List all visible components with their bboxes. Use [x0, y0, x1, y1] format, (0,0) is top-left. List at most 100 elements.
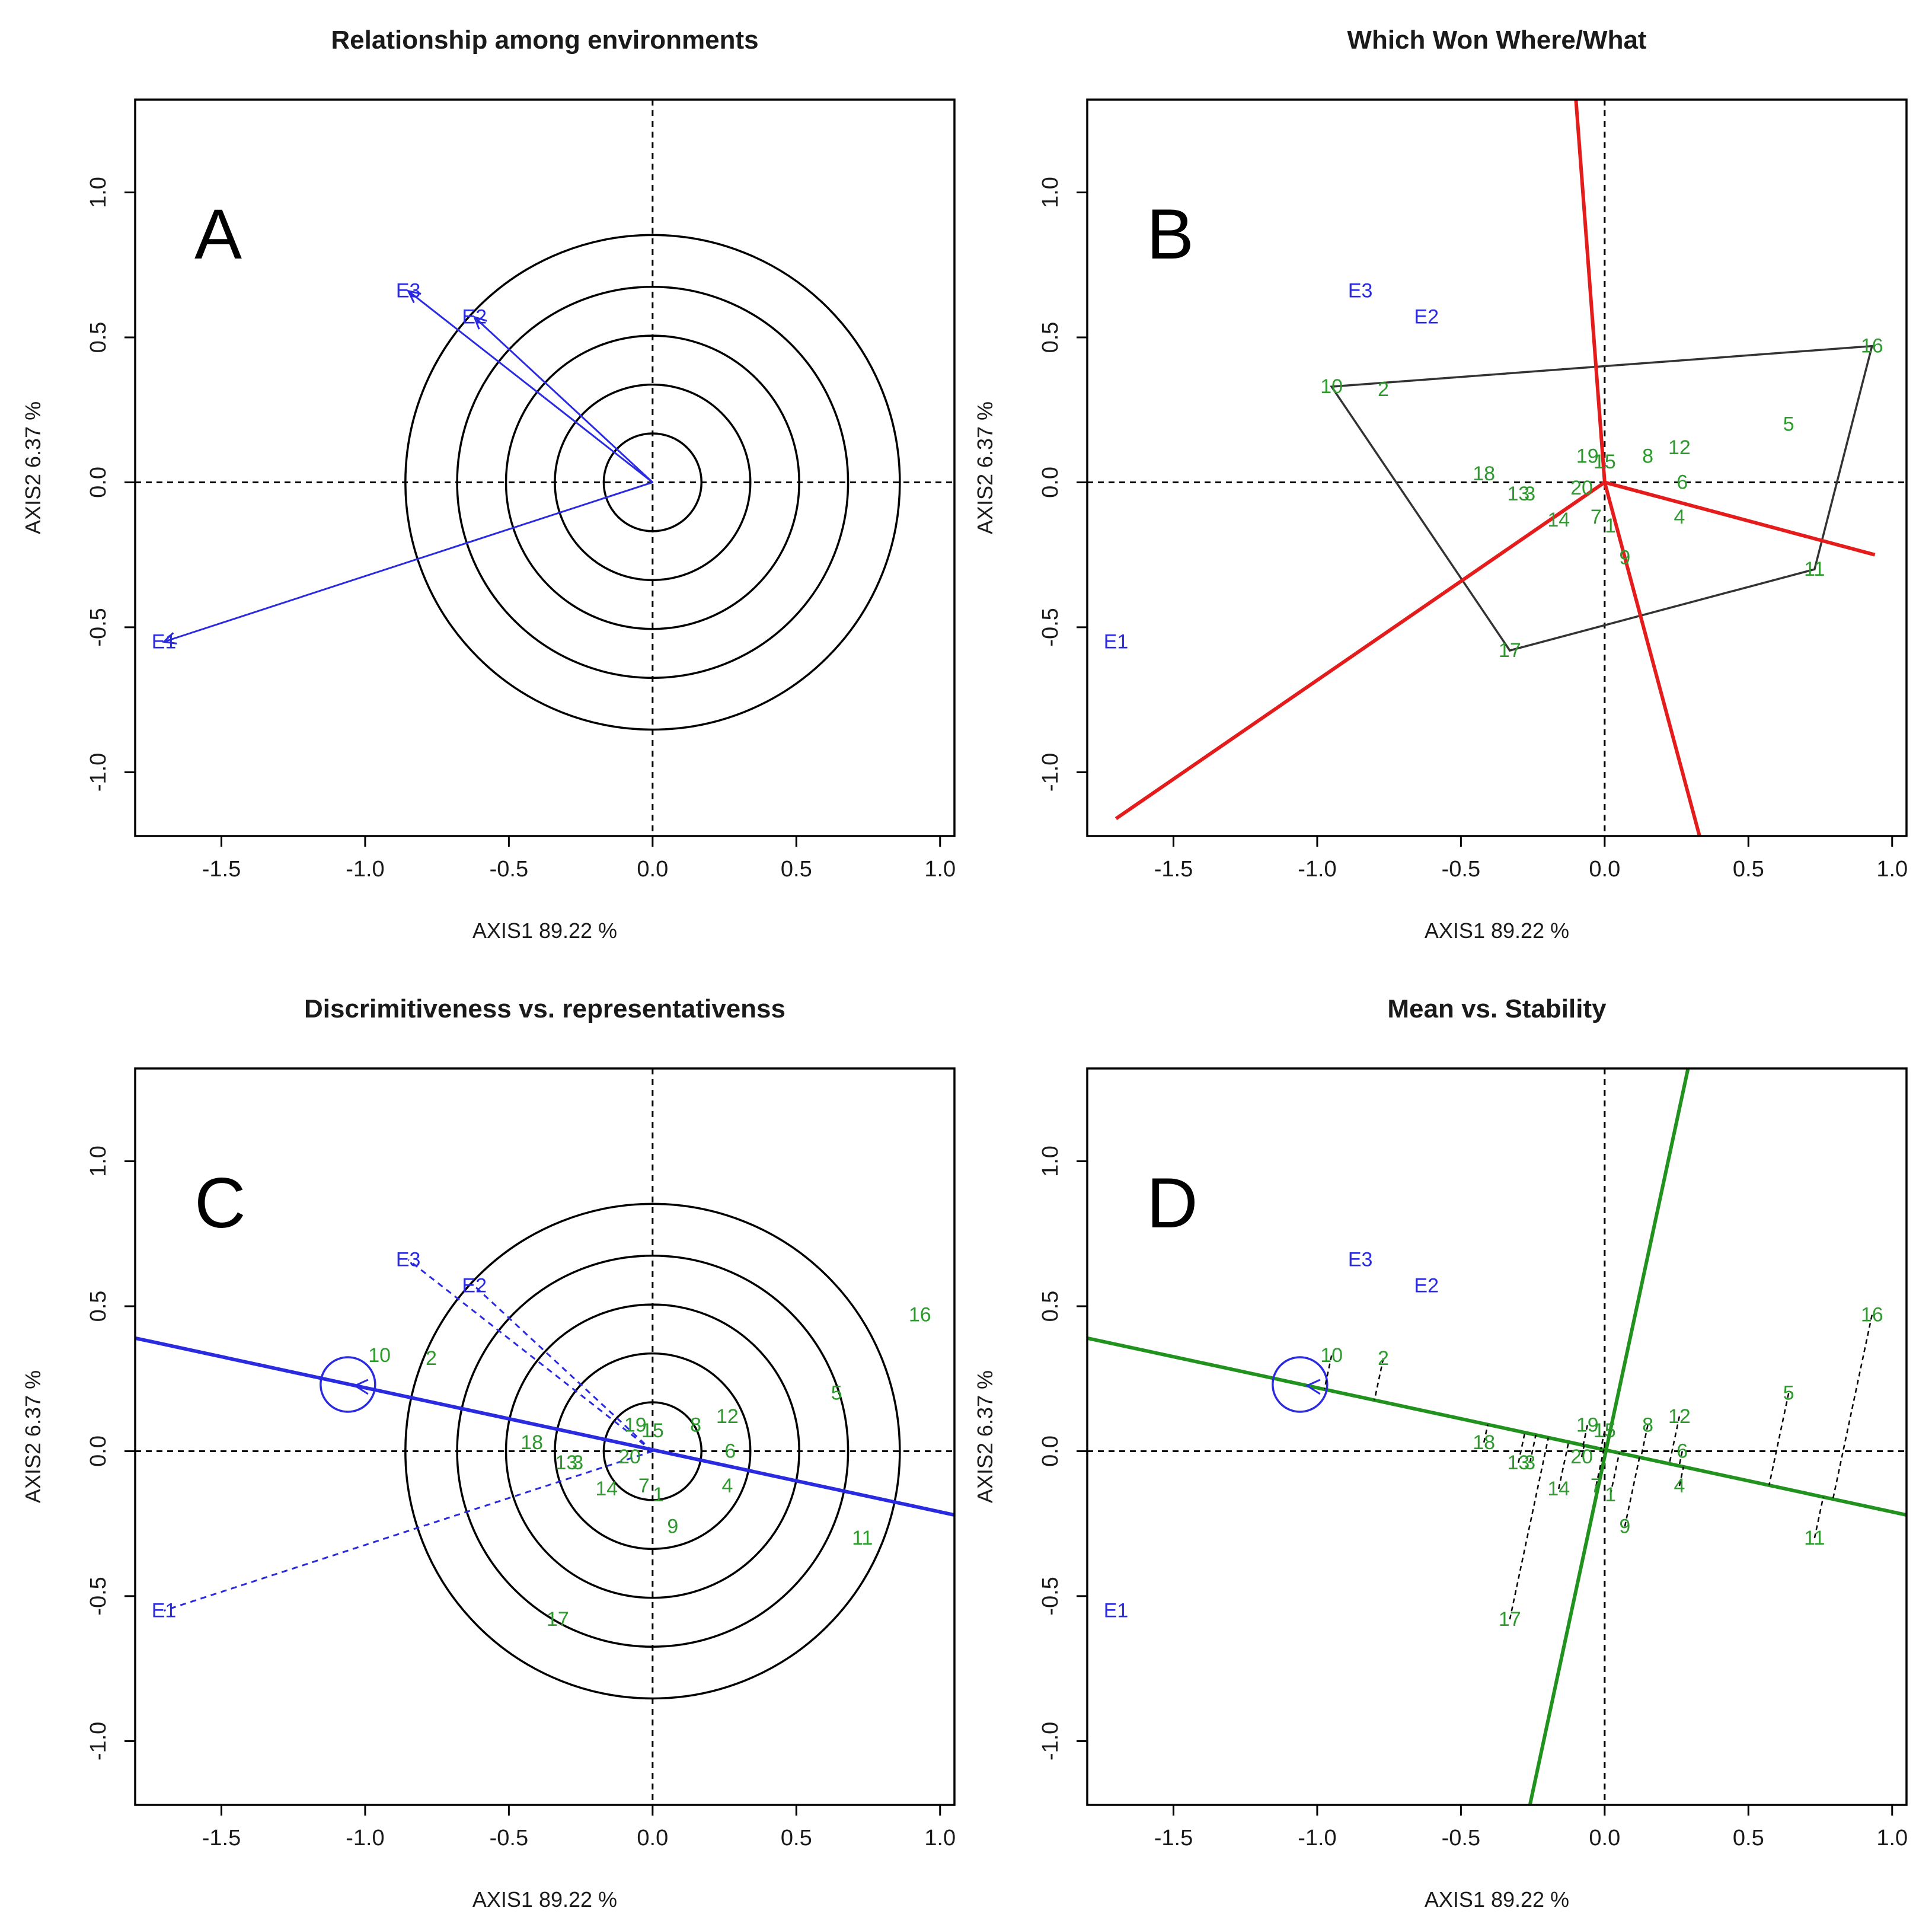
genotype-label: 8	[1642, 445, 1653, 467]
x-tick-label: 1.0	[1876, 1826, 1908, 1851]
genotype-label: 13	[555, 1452, 577, 1474]
projection-line	[1509, 1437, 1550, 1620]
projection-line	[1529, 1434, 1537, 1463]
average-environment-arrow	[1305, 1379, 1321, 1395]
genotype-label: 2	[426, 1347, 437, 1370]
y-tick-label: -0.5	[1038, 1577, 1063, 1615]
x-tick-label: -1.0	[1298, 857, 1336, 882]
projection-line	[1678, 1466, 1684, 1486]
projection-line	[1624, 1457, 1640, 1527]
genotype-label: 10	[1320, 1344, 1343, 1367]
genotype-label: 4	[721, 1475, 733, 1497]
x-tick-label: 0.5	[1733, 1826, 1764, 1851]
x-tick-label: 0.0	[637, 1826, 668, 1851]
genotype-label: 20	[1570, 1446, 1593, 1468]
ate-ordinate-line	[1528, 1068, 1690, 1805]
x-tick-label: -0.5	[1442, 1826, 1480, 1851]
genotype-label: 16	[1861, 1304, 1883, 1326]
concentric-circle	[504, 334, 800, 630]
environment-vector	[407, 290, 653, 483]
environment-vector-dashed	[164, 1450, 653, 1612]
genotype-label: 19	[624, 1414, 647, 1436]
x-axis-title: AXIS1 89.22 %	[472, 918, 617, 943]
x-tick-label: 1.0	[924, 857, 956, 882]
y-tick-label: -1.0	[86, 753, 111, 792]
x-tick-label: -1.0	[1298, 1826, 1336, 1851]
y-tick-label: -1.0	[1038, 1722, 1063, 1760]
panel-letter: B	[1147, 194, 1194, 274]
y-tick-label: 0.5	[1038, 1291, 1063, 1322]
y-axis-title: AXIS2 6.37 %	[973, 401, 997, 534]
genotype-label: 1	[1605, 1484, 1616, 1506]
x-tick-label: 1.0	[924, 1826, 956, 1851]
y-axis-title: AXIS2 6.37 %	[21, 401, 45, 534]
panel-a: Relationship among environments AXIS1 89.…	[21, 25, 956, 943]
genotype-label: 19	[1576, 1414, 1599, 1436]
projection-line	[1640, 1425, 1649, 1458]
projection-line	[1610, 1453, 1620, 1495]
environment-label: E1	[1104, 1599, 1129, 1622]
panel-letter: D	[1147, 1163, 1198, 1243]
genotype-label: 15	[1593, 1419, 1616, 1442]
projection-line	[1768, 1393, 1790, 1486]
genotype-label: 15	[1593, 451, 1616, 473]
panel-title: Discrimitiveness vs. representativenss	[304, 994, 785, 1023]
genotype-label: 3	[1524, 483, 1535, 505]
x-tick-label: -1.5	[1154, 1826, 1193, 1851]
genotype-label: 9	[1619, 547, 1630, 569]
projection-line	[1678, 1451, 1683, 1466]
plot-frame	[134, 98, 956, 837]
concentric-circle	[554, 1352, 752, 1551]
x-tick-label: -1.5	[1154, 857, 1193, 882]
x-tick-label: 0.5	[1733, 857, 1764, 882]
y-tick-label: 0.5	[86, 322, 111, 353]
environment-label: E3	[1348, 280, 1373, 302]
environment-label: E2	[1414, 306, 1439, 328]
environment-label: E1	[152, 630, 177, 653]
environment-label: E1	[1104, 630, 1129, 653]
genotype-label: 7	[638, 1475, 650, 1497]
concentric-circle	[456, 1254, 850, 1648]
y-tick-label: 0.0	[86, 467, 111, 498]
genotype-label: 16	[909, 1304, 931, 1326]
vector-arrowhead	[162, 632, 177, 645]
projection-line	[1832, 1315, 1873, 1500]
genotype-label: 17	[1499, 639, 1521, 662]
genotype-label: 18	[1473, 1431, 1495, 1454]
panels-container: Relationship among environments AXIS1 89.…	[21, 25, 1908, 1912]
sector-ray	[1115, 480, 1606, 821]
concentric-circle	[404, 234, 901, 731]
sector-ray	[1604, 480, 1876, 557]
x-tick-label: 0.0	[637, 857, 668, 882]
genotype-label: 5	[831, 1382, 842, 1405]
panel-c: Discrimitiveness vs. representativenss AX…	[21, 994, 956, 1912]
genotype-label: 9	[1619, 1516, 1630, 1538]
x-axis-title: AXIS1 89.22 %	[472, 1887, 617, 1912]
x-tick-label: 0.5	[781, 1826, 812, 1851]
x-tick-label: -0.5	[490, 857, 528, 882]
y-tick-label: -0.5	[86, 608, 111, 646]
genotype-label: 3	[1524, 1452, 1535, 1474]
x-tick-label: 0.0	[1589, 1826, 1620, 1851]
y-tick-label: 1.0	[1038, 177, 1063, 208]
average-environment-axis	[1087, 1336, 1907, 1517]
y-tick-label: -0.5	[86, 1577, 111, 1615]
genotype-label: 5	[1783, 1382, 1794, 1405]
genotype-label: 3	[572, 1452, 583, 1474]
genotype-label: 10	[1320, 375, 1343, 398]
projection-line	[1595, 1449, 1605, 1486]
x-axis-title: AXIS1 89.22 %	[1425, 918, 1569, 943]
average-environment-circle	[1272, 1356, 1329, 1413]
average-environment-axis	[135, 1336, 954, 1517]
concentric-circle	[602, 432, 703, 532]
projection-line	[1323, 1355, 1333, 1390]
vector-arrowhead	[406, 289, 421, 304]
environment-label: E3	[1348, 1249, 1373, 1271]
x-tick-label: -1.0	[346, 1826, 384, 1851]
genotype-label: 11	[1804, 1527, 1825, 1549]
environment-label: E1	[152, 1599, 177, 1622]
genotype-label: 8	[1642, 1414, 1653, 1436]
